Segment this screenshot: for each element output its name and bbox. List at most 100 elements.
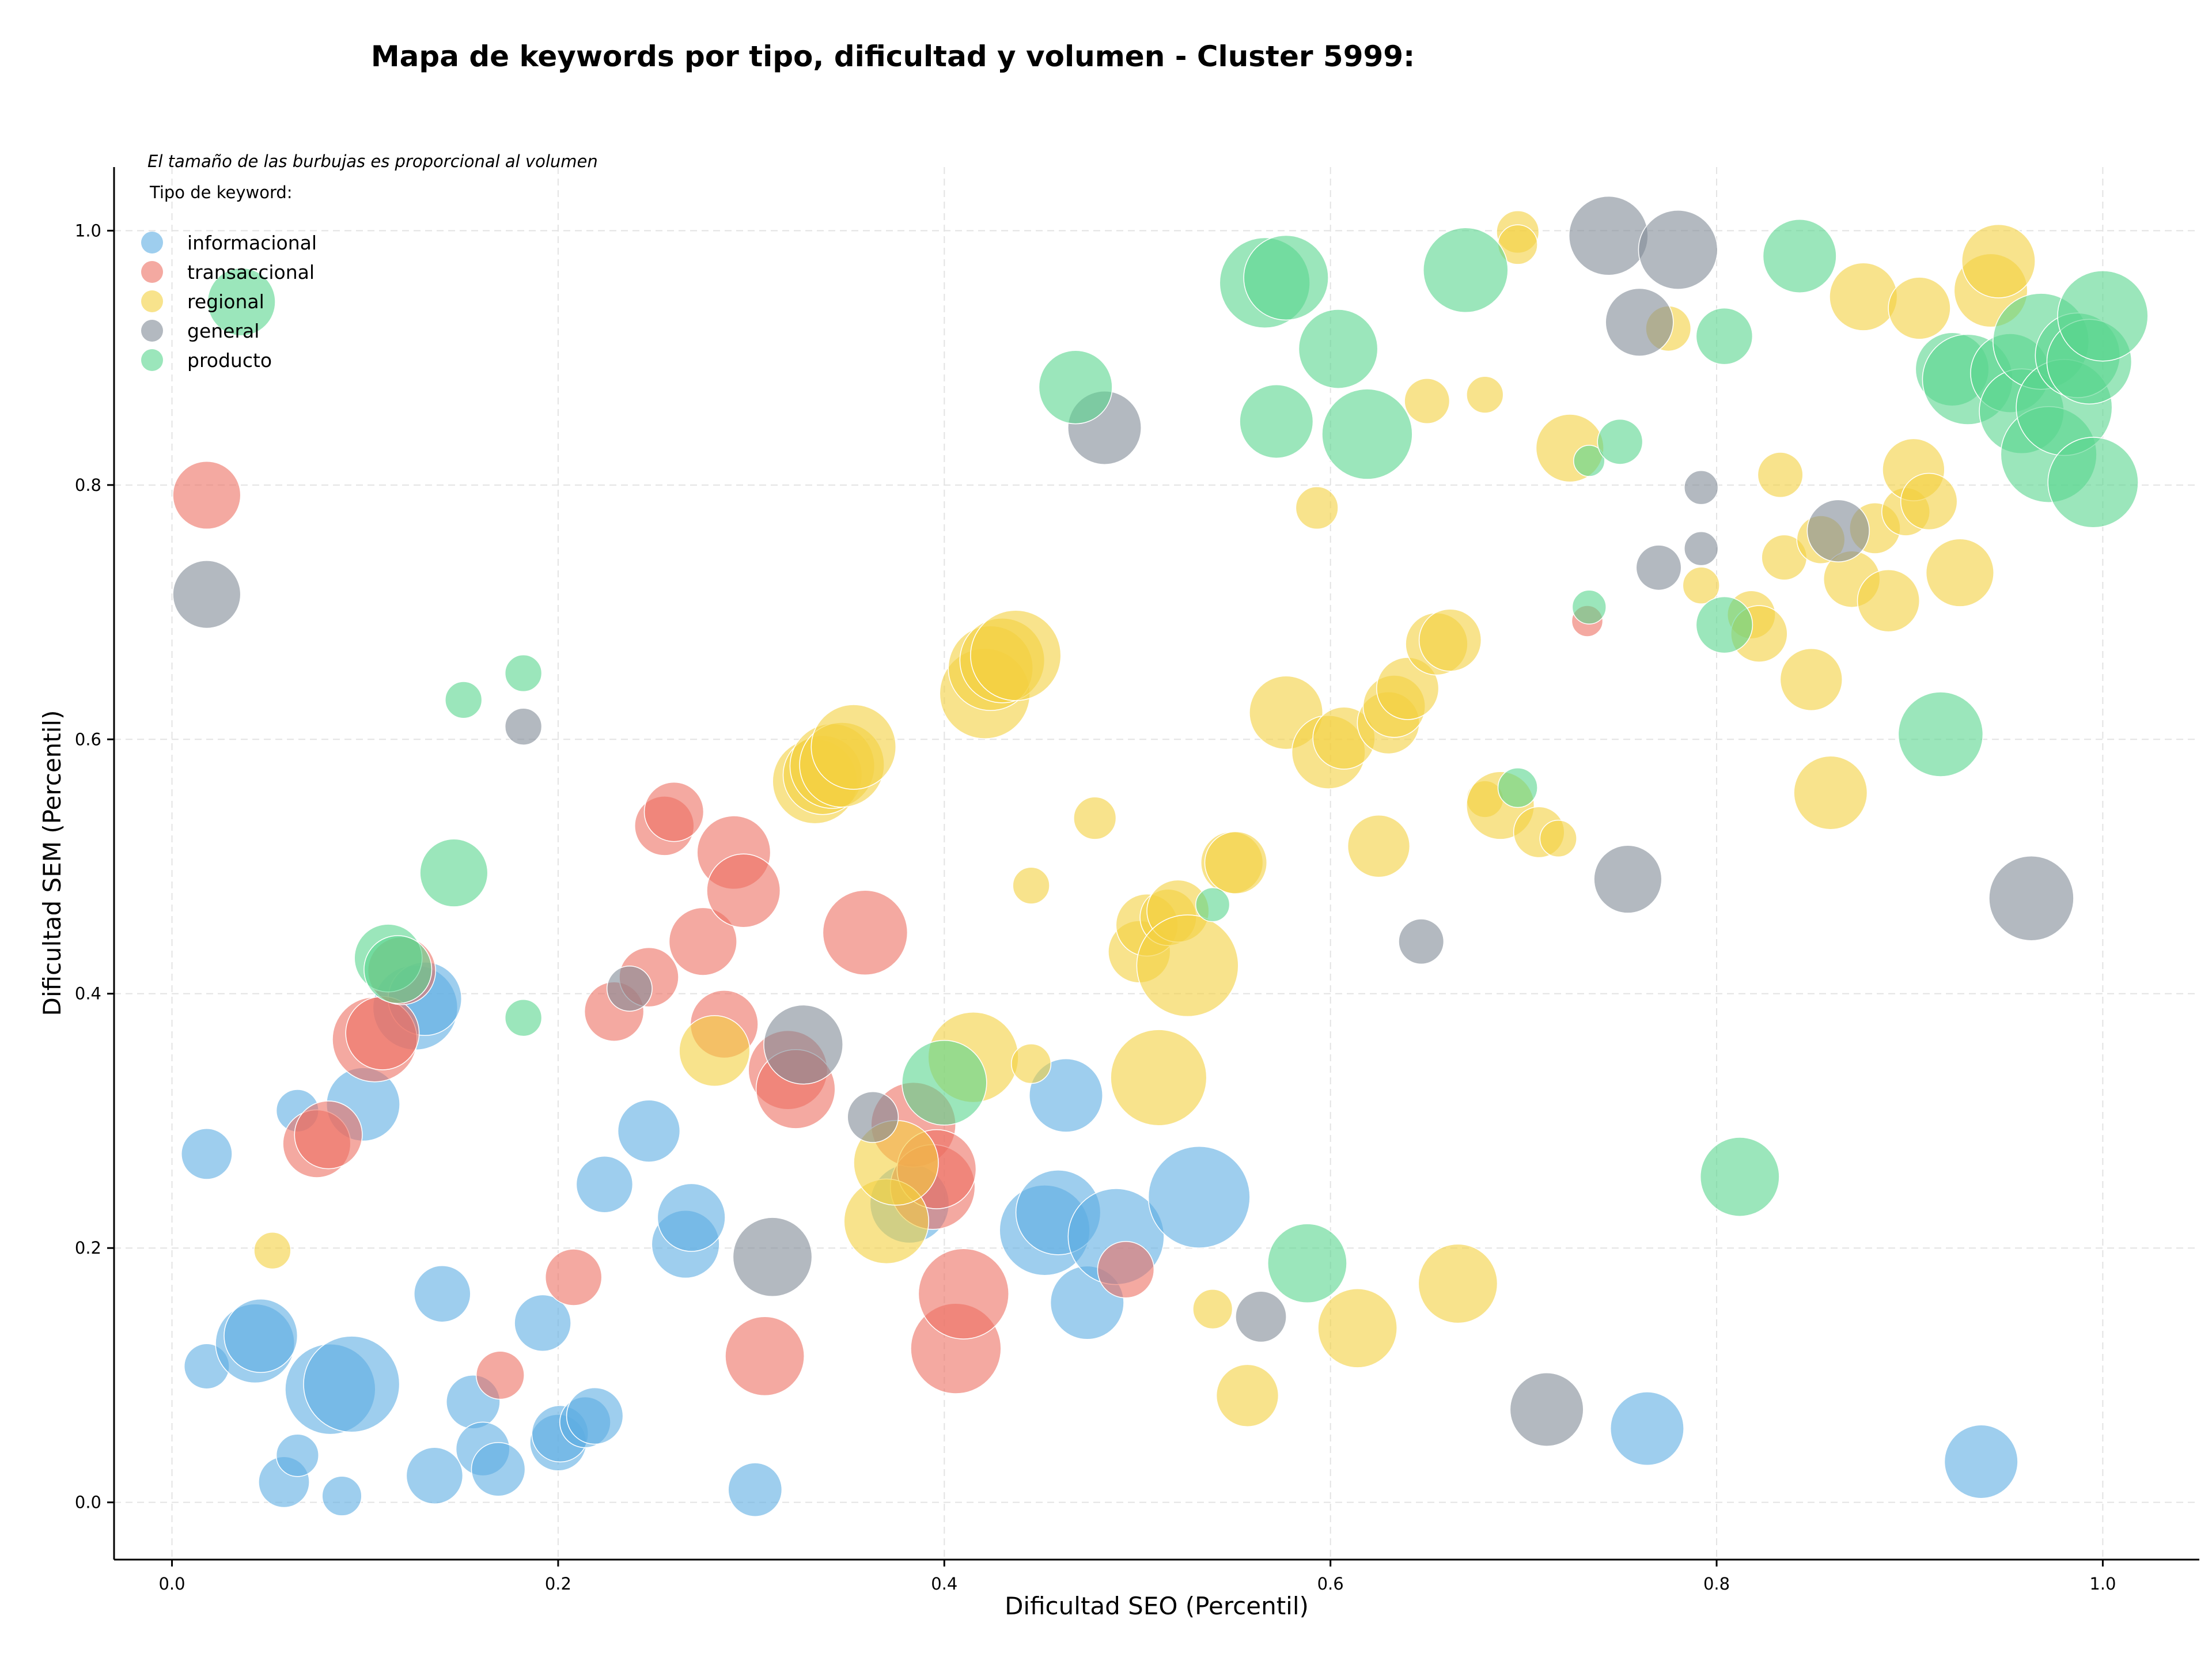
bubble-regional <box>1418 1243 1498 1324</box>
bubble-informacional <box>575 1156 634 1213</box>
bubble-producto <box>207 267 276 336</box>
bubble-transaccional <box>172 460 241 530</box>
bubble-regional <box>1418 608 1482 672</box>
bubble-regional <box>1011 1043 1052 1084</box>
bubble-regional <box>1012 867 1050 905</box>
bubble-informacional <box>275 1433 319 1477</box>
legend-marker-transaccional <box>141 261 163 283</box>
bubble-general <box>1235 1291 1287 1343</box>
bubble-producto <box>1038 350 1113 425</box>
bubble-informacional <box>1147 1145 1251 1248</box>
y-tick-label: 0.0 <box>75 1493 101 1512</box>
bubble-general <box>847 1091 899 1143</box>
bubble-transaccional <box>725 1316 805 1397</box>
legend-label-general: general <box>187 320 259 342</box>
y-tick-label: 1.0 <box>75 221 101 240</box>
y-axis-ticks: 0.0 0.2 0.4 0.6 0.8 1.0 <box>75 221 114 1512</box>
bubble-transaccional <box>544 1248 603 1306</box>
bubble-producto <box>1897 691 1984 777</box>
bubble-regional <box>1204 831 1268 895</box>
bubble-informacional <box>471 1441 526 1497</box>
legend-label-producto: producto <box>187 349 272 372</box>
bubble-transaccional <box>668 907 737 976</box>
bubble-transaccional <box>475 1350 525 1400</box>
bubble-informacional <box>1029 1058 1103 1133</box>
bubble-producto <box>419 838 488 907</box>
bubble-general <box>1568 195 1649 276</box>
chart-subtitle: El tamaño de las burbujas es proporciona… <box>147 152 598 171</box>
bubble-general <box>732 1217 813 1297</box>
bubble-producto <box>1321 388 1413 480</box>
bubble-regional <box>1682 566 1720 604</box>
bubble-transaccional <box>822 890 908 976</box>
bubble-producto <box>2057 270 2149 362</box>
bubble-producto <box>504 999 543 1037</box>
bubble-general <box>504 707 543 746</box>
x-tick-label: 0.4 <box>931 1574 957 1594</box>
bubble-informacional <box>728 1462 783 1517</box>
bubble-producto <box>1571 589 1607 625</box>
bubble-informacional <box>224 1299 298 1373</box>
bubble-regional <box>1404 378 1450 425</box>
bubble-producto <box>1597 418 1643 465</box>
bubble-general <box>1684 531 1719 566</box>
bubble-producto <box>1573 445 1605 477</box>
bubble-transaccional <box>643 781 704 842</box>
bubble-regional <box>1192 1289 1233 1330</box>
bubble-regional <box>1073 796 1117 840</box>
bubble-regional <box>1110 1029 1207 1126</box>
bubble-producto <box>445 681 483 719</box>
bubble-general <box>1398 918 1445 965</box>
legend-label-informacional: informacional <box>187 232 317 254</box>
bubble-regional <box>1136 914 1239 1017</box>
bubble-transaccional <box>918 1248 1009 1340</box>
bubble-producto <box>2047 437 2139 528</box>
bubble-regional <box>970 610 1062 701</box>
bubble-producto <box>363 935 433 1004</box>
bubble-informacional <box>321 1475 362 1516</box>
legend-label-transaccional: transaccional <box>187 261 315 283</box>
y-tick-label: 0.2 <box>75 1238 101 1258</box>
bubble-regional <box>1295 486 1339 530</box>
bubble-producto <box>1762 219 1837 293</box>
bubble-regional <box>679 1015 751 1087</box>
bubble-informacional <box>414 1265 471 1323</box>
bubble-general <box>1509 1372 1584 1447</box>
bubble-informacional <box>514 1294 571 1352</box>
x-axis-ticks: 0.0 0.2 0.4 0.6 0.8 1.0 <box>158 1560 2116 1594</box>
bubble-regional <box>1829 262 1898 331</box>
bubble-informacional <box>1944 1424 2018 1499</box>
bubble-producto <box>1423 227 1509 313</box>
y-tick-label: 0.6 <box>75 729 101 749</box>
bubble-regional <box>1779 648 1843 712</box>
x-tick-label: 0.0 <box>158 1574 185 1594</box>
bubble-transaccional <box>1097 1240 1155 1299</box>
legend: Tipo de keyword: informacional transaccio… <box>141 183 317 372</box>
bubble-regional <box>1793 755 1868 830</box>
bubble-regional <box>253 1231 291 1270</box>
bubble-informacional <box>566 1387 624 1445</box>
x-tick-label: 0.6 <box>1317 1574 1344 1594</box>
bubble-general <box>606 965 653 1012</box>
x-tick-label: 1.0 <box>2089 1574 2116 1594</box>
bubble-informacional <box>1609 1391 1684 1466</box>
bubble-producto <box>1298 309 1378 389</box>
bubble-general <box>172 560 241 629</box>
bubble-producto <box>1695 307 1753 365</box>
x-tick-label: 0.8 <box>1703 1574 1730 1594</box>
legend-title: Tipo de keyword: <box>149 183 293 202</box>
bubble-regional <box>1215 1364 1279 1427</box>
bubble-informacional <box>617 1099 681 1163</box>
bubble-regional <box>810 704 897 790</box>
bubble-regional <box>1961 224 2036 298</box>
bubble-producto <box>1195 887 1230 922</box>
bubble-general <box>763 1004 843 1085</box>
legend-marker-producto <box>141 349 163 371</box>
bubble-producto <box>1243 234 1329 321</box>
bubble-regional <box>1376 657 1440 720</box>
bubble-transaccional <box>345 996 420 1070</box>
bubble-general <box>1605 287 1674 357</box>
bubble-regional <box>1900 472 1958 531</box>
bubble-regional <box>1925 538 1994 607</box>
bubble-general <box>1806 499 1870 562</box>
